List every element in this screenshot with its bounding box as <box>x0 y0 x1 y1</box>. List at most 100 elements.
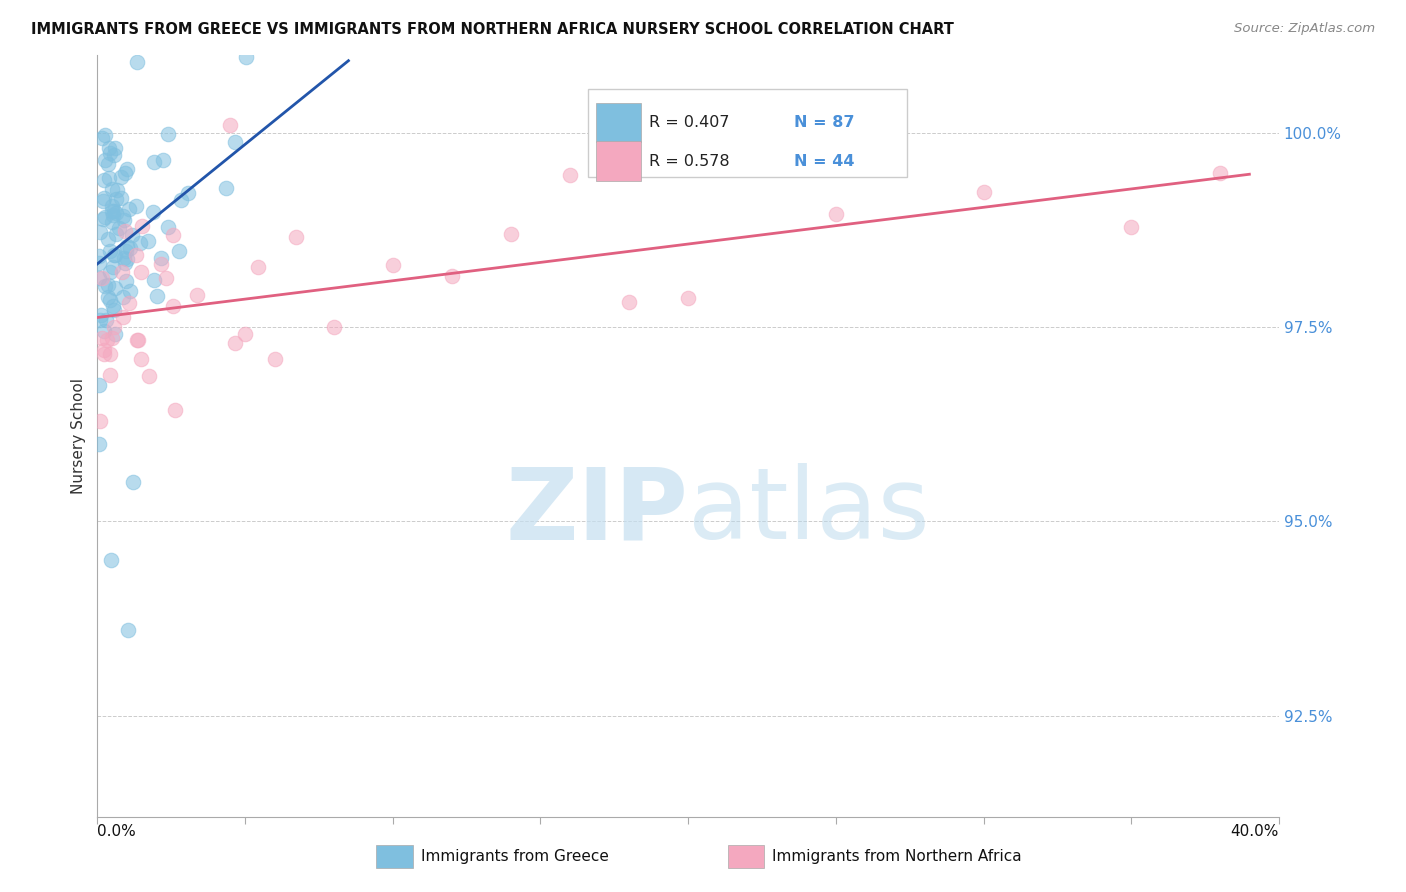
Point <box>115 161 138 176</box>
Point <box>136 234 159 248</box>
Point <box>94 210 117 224</box>
Point <box>122 475 145 490</box>
Point <box>219 118 242 132</box>
Point <box>107 183 129 197</box>
Point <box>101 331 124 345</box>
Y-axis label: Nursery School: Nursery School <box>72 378 86 494</box>
Point <box>117 623 139 637</box>
FancyBboxPatch shape <box>596 103 641 143</box>
Point <box>94 153 117 168</box>
Point <box>98 346 121 360</box>
Point <box>118 296 141 310</box>
Point <box>98 368 121 383</box>
Point <box>186 287 208 301</box>
Point <box>157 219 180 234</box>
Point <box>115 239 138 253</box>
Point <box>125 199 148 213</box>
Point <box>103 208 125 222</box>
Point <box>162 227 184 242</box>
Point <box>87 255 110 269</box>
Point <box>104 141 127 155</box>
Point <box>97 157 120 171</box>
Point <box>112 252 135 266</box>
Text: IMMIGRANTS FROM GREECE VS IMMIGRANTS FROM NORTHERN AFRICA NURSERY SCHOOL CORRELA: IMMIGRANTS FROM GREECE VS IMMIGRANTS FRO… <box>31 22 953 37</box>
Point <box>91 194 114 208</box>
Point <box>142 205 165 219</box>
Point <box>94 128 117 142</box>
Point <box>127 54 149 69</box>
Text: N = 44: N = 44 <box>794 153 855 169</box>
Point <box>97 290 120 304</box>
Point <box>101 215 124 229</box>
Point <box>87 378 110 392</box>
Point <box>103 248 125 262</box>
Text: 40.0%: 40.0% <box>1230 823 1279 838</box>
Point <box>170 194 193 208</box>
Point <box>101 182 124 196</box>
FancyBboxPatch shape <box>588 89 907 177</box>
Text: R = 0.407: R = 0.407 <box>650 115 730 130</box>
Point <box>114 274 136 288</box>
Point <box>233 326 256 341</box>
Point <box>89 225 111 239</box>
Point <box>176 186 198 201</box>
Point <box>96 313 118 327</box>
Point <box>103 148 125 162</box>
Point <box>111 209 134 223</box>
Point <box>973 186 995 200</box>
Point <box>558 168 581 182</box>
Point <box>152 153 174 168</box>
Point <box>127 334 149 348</box>
Point <box>138 368 160 383</box>
Point <box>129 236 152 251</box>
Point <box>381 258 404 272</box>
Point <box>499 227 522 241</box>
Text: ZIP: ZIP <box>505 464 688 560</box>
Point <box>129 352 152 367</box>
Point <box>824 207 846 221</box>
Point <box>676 291 699 305</box>
Point <box>118 202 141 217</box>
Point <box>98 141 121 155</box>
Point <box>112 290 135 304</box>
Point <box>146 289 169 303</box>
Point <box>149 257 172 271</box>
Text: N = 87: N = 87 <box>794 115 855 130</box>
Point <box>100 553 122 567</box>
Point <box>247 260 270 274</box>
Point <box>215 181 238 195</box>
Point <box>143 273 166 287</box>
Point <box>103 302 125 317</box>
Point <box>105 227 128 242</box>
Point <box>127 333 149 347</box>
Point <box>103 319 125 334</box>
Point <box>224 135 246 149</box>
Point <box>104 192 127 206</box>
Point <box>110 191 132 205</box>
Point <box>114 166 136 180</box>
Point <box>100 244 122 259</box>
Point <box>91 211 114 226</box>
Point <box>112 213 135 227</box>
Point <box>111 265 134 279</box>
Point <box>108 221 131 235</box>
Point <box>101 260 124 274</box>
Point <box>156 127 179 141</box>
Point <box>100 199 122 213</box>
Text: atlas: atlas <box>688 464 929 560</box>
Point <box>97 278 120 293</box>
Point <box>131 219 153 233</box>
Point <box>89 436 111 450</box>
Text: Immigrants from Greece: Immigrants from Greece <box>420 849 609 864</box>
Point <box>162 299 184 313</box>
Point <box>93 324 115 338</box>
Text: 0.0%: 0.0% <box>97 823 136 838</box>
Point <box>89 312 111 326</box>
Point <box>125 248 148 262</box>
Point <box>440 268 463 283</box>
FancyBboxPatch shape <box>596 142 641 181</box>
Point <box>97 232 120 246</box>
Point <box>101 299 124 313</box>
Point <box>112 310 135 324</box>
Point <box>89 414 111 428</box>
